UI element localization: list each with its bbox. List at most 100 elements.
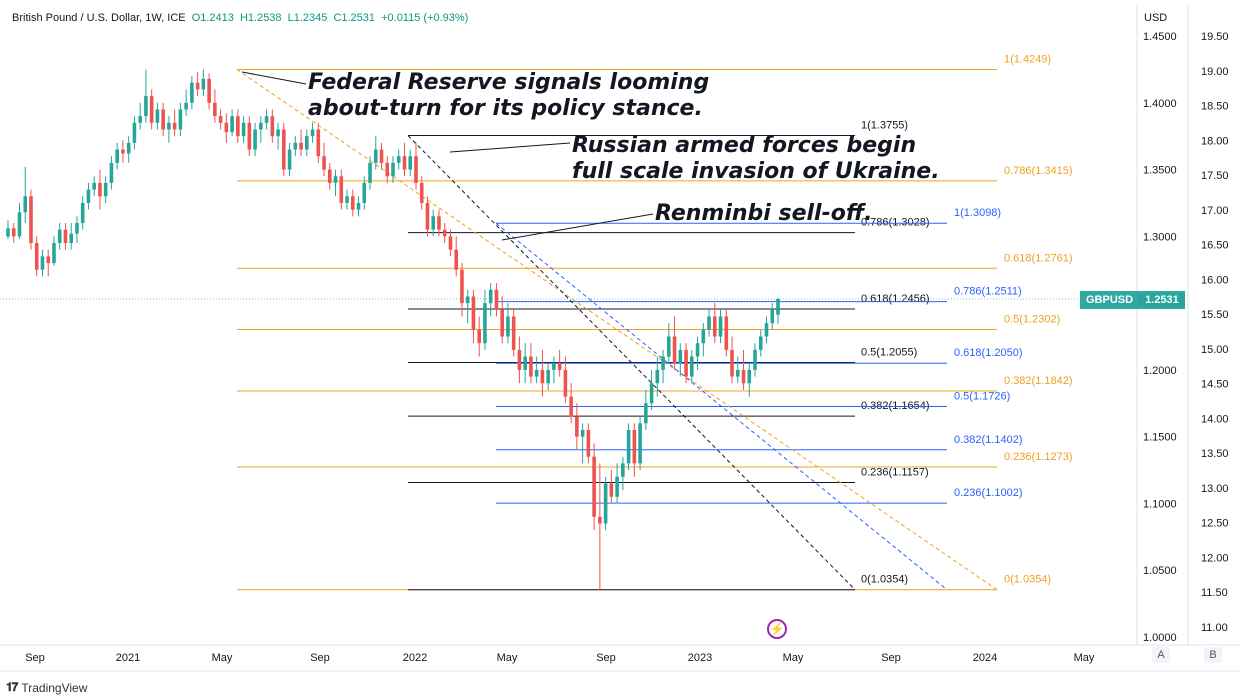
candle-body (655, 369, 660, 384)
candle-body (253, 129, 257, 150)
candle-body (649, 383, 654, 404)
price-tick-label: 1.4000 (1143, 98, 1177, 110)
time-tick-label: Sep (25, 652, 45, 664)
time-tick-label: May (1074, 652, 1095, 664)
candle-body (695, 343, 700, 357)
fed-annotation: Federal Reserve signals looming about-tur… (308, 70, 709, 121)
time-tick-label: Sep (310, 652, 330, 664)
fib-black-level-label: 0(1.0354) (861, 574, 908, 586)
fed-annotation-line: about-turn for its policy stance. (308, 96, 703, 121)
ticker-value: 1.2531 (1139, 294, 1185, 306)
candle-body (712, 316, 717, 337)
secondary-tick-label: 17.50 (1201, 170, 1229, 182)
candle-body (109, 162, 114, 183)
chart-header: British Pound / U.S. Dollar, 1W, ICE O1.… (12, 12, 471, 24)
candle-body (580, 429, 585, 437)
candle-body (322, 156, 326, 170)
time-tick-label: 2021 (116, 652, 140, 664)
secondary-tick-label: 18.50 (1201, 101, 1229, 113)
candle-body (339, 176, 344, 203)
candle-body (80, 202, 85, 223)
candle-body (98, 182, 102, 197)
candle-body (161, 109, 165, 130)
candle-body (753, 349, 757, 370)
auto-scale-button[interactable]: A (1152, 647, 1170, 663)
candle-body (6, 228, 10, 237)
candle-body (747, 369, 752, 384)
low-value: L1.2345 (287, 12, 328, 24)
candle-body (46, 256, 51, 264)
candle-body (414, 156, 418, 183)
time-tick-label: 2024 (973, 652, 997, 664)
candle-body (540, 369, 545, 384)
candle-body (299, 142, 303, 150)
candle-body (236, 116, 240, 137)
candle-body (224, 122, 229, 133)
candle-body (603, 483, 608, 524)
candle-body (592, 456, 596, 517)
ukraine-annotation: Russian armed forces begin full scale inv… (572, 133, 940, 184)
candle-body (241, 122, 246, 137)
secondary-tick-label: 19.00 (1201, 66, 1229, 78)
candle-body (408, 156, 413, 170)
fib-blue-level-label: 0.786(1.2511) (954, 286, 1022, 298)
candle-body (333, 176, 338, 183)
lightning-icon[interactable]: ⚡ (767, 619, 787, 639)
candle-body (667, 336, 671, 357)
candle-body (75, 222, 79, 234)
secondary-tick-label: 17.00 (1201, 205, 1229, 217)
price-tick-label: 1.3500 (1143, 165, 1177, 177)
candle-body (511, 316, 516, 350)
candle-body (23, 196, 28, 213)
candle-body (305, 136, 309, 150)
open-value: O1.2413 (191, 12, 234, 24)
candle-body (201, 78, 206, 90)
candle-body (402, 156, 407, 170)
secondary-tick-label: 16.50 (1201, 240, 1229, 252)
close-value: C1.2531 (333, 12, 376, 24)
candle-body (247, 122, 252, 150)
candle-body (735, 369, 740, 377)
candle-body (155, 109, 160, 123)
currency-label: USD (1144, 12, 1168, 24)
candle-body (362, 182, 367, 203)
fib-orange-level-label: 0.786(1.3415) (1004, 165, 1073, 177)
candle-body (460, 269, 464, 304)
candle-body (701, 329, 706, 344)
candle-body (448, 236, 453, 250)
candle-body (552, 363, 556, 370)
candle-body (207, 78, 211, 103)
branding-text: TradingView (21, 680, 88, 695)
candle-body (40, 256, 45, 270)
candle-body (144, 96, 148, 117)
candle-body (190, 82, 194, 103)
fib-blue-trend-line (495, 222, 948, 591)
secondary-tick-label: 12.50 (1201, 518, 1229, 530)
ukraine-annotation-line: full scale invasion of Ukraine. (572, 159, 940, 184)
candle-body (678, 349, 683, 364)
tradingview-branding: 𝟏𝟕 TradingView (6, 680, 87, 695)
candle-body (638, 423, 642, 464)
fib-black-level-label: 0.5(1.2055) (861, 347, 917, 359)
candle-body (138, 116, 142, 123)
ticker-name: GBPUSD (1086, 294, 1134, 306)
candle-body (437, 216, 441, 230)
secondary-tick-label: 14.00 (1201, 413, 1229, 425)
candle-body (690, 356, 694, 377)
candle-body (178, 109, 183, 130)
price-tick-label: 1.1000 (1143, 498, 1177, 510)
candle-body (86, 189, 91, 203)
candle-body (345, 196, 349, 203)
secondary-tick-label: 13.00 (1201, 483, 1229, 495)
candle-body (758, 336, 763, 350)
secondary-tick-label: 14.50 (1201, 379, 1229, 391)
log-scale-button[interactable]: B (1204, 647, 1222, 663)
candle-body (218, 116, 223, 123)
candle-body (598, 516, 602, 524)
candle-body (586, 429, 591, 457)
ticker-badge: GBPUSD 1.2531 (1080, 291, 1185, 309)
candle-body (34, 243, 39, 270)
candle-body (494, 289, 499, 310)
